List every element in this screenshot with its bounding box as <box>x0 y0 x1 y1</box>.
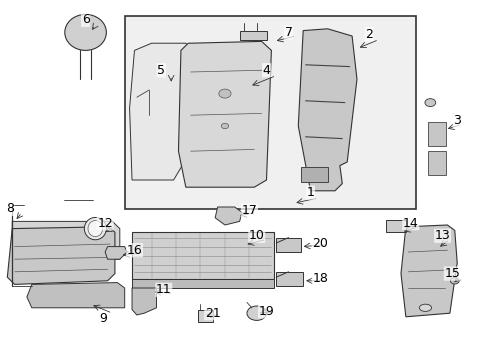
Text: 9: 9 <box>99 312 106 325</box>
Text: 12: 12 <box>97 217 113 230</box>
Text: 13: 13 <box>434 229 449 242</box>
Text: 17: 17 <box>241 204 257 217</box>
Ellipse shape <box>219 89 231 98</box>
Text: 20: 20 <box>312 237 327 249</box>
Polygon shape <box>400 225 456 317</box>
Bar <box>132 279 273 288</box>
Bar <box>276 272 303 286</box>
Bar <box>124 16 415 209</box>
Text: 15: 15 <box>444 267 459 280</box>
Text: 8: 8 <box>6 202 14 215</box>
Text: 18: 18 <box>312 273 327 285</box>
Polygon shape <box>105 247 127 259</box>
Text: 14: 14 <box>402 217 418 230</box>
Ellipse shape <box>84 217 106 240</box>
Polygon shape <box>178 41 271 187</box>
Ellipse shape <box>64 14 106 50</box>
Bar <box>427 122 446 146</box>
Text: 19: 19 <box>258 305 274 318</box>
Ellipse shape <box>221 123 228 129</box>
Text: 10: 10 <box>248 229 264 242</box>
Bar <box>276 238 300 252</box>
Polygon shape <box>298 29 356 191</box>
Text: 5: 5 <box>157 64 165 77</box>
Bar <box>427 151 446 175</box>
Polygon shape <box>129 43 195 180</box>
Text: 7: 7 <box>284 26 292 39</box>
Bar <box>239 31 266 40</box>
Bar <box>198 310 212 322</box>
Text: 16: 16 <box>126 244 142 257</box>
Polygon shape <box>132 288 156 315</box>
Ellipse shape <box>424 99 435 107</box>
Polygon shape <box>7 227 115 284</box>
Text: 11: 11 <box>156 283 171 296</box>
Text: 21: 21 <box>204 307 220 320</box>
Text: 1: 1 <box>306 186 314 199</box>
Polygon shape <box>27 283 124 308</box>
Text: 6: 6 <box>81 13 89 26</box>
Polygon shape <box>12 221 120 259</box>
Ellipse shape <box>246 306 266 320</box>
Ellipse shape <box>88 220 102 237</box>
Ellipse shape <box>418 304 431 311</box>
Bar <box>300 167 327 182</box>
Text: 2: 2 <box>365 28 372 41</box>
Text: 4: 4 <box>262 64 270 77</box>
Text: 3: 3 <box>452 114 460 127</box>
Polygon shape <box>215 207 242 225</box>
Bar <box>386 220 405 232</box>
Bar <box>132 232 273 279</box>
Ellipse shape <box>449 278 458 284</box>
